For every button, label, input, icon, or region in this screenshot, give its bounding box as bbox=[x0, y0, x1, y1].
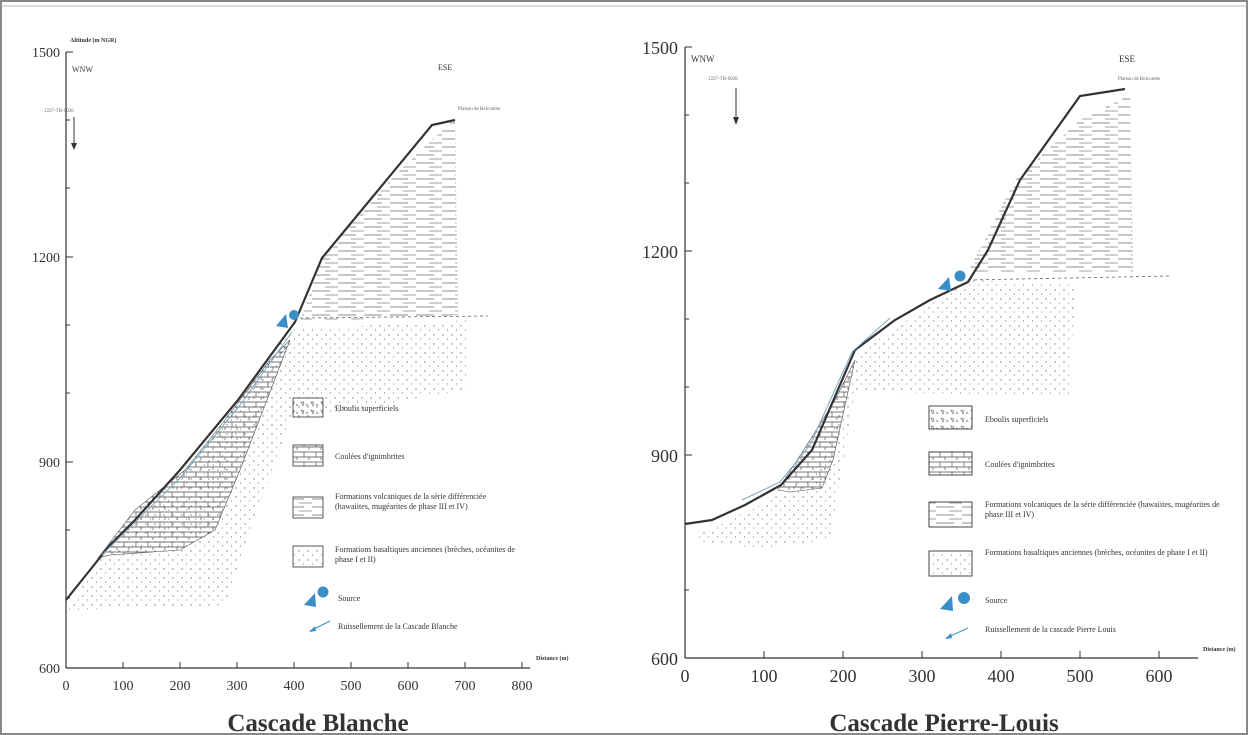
arrowhead-icon bbox=[71, 143, 77, 150]
legend-label-basaltiques: Formations basaltiques anciennes (brèche… bbox=[985, 548, 1208, 557]
y-ticks bbox=[66, 51, 73, 599]
arrowhead-icon bbox=[733, 117, 739, 125]
volcanic-formation-area bbox=[968, 95, 1133, 272]
legend-label-basaltiques: Formations basaltiques anciennes (brèche… bbox=[335, 545, 515, 564]
panel-title: Cascade Pierre-Louis bbox=[829, 710, 1059, 735]
legend-swatch-volcaniques bbox=[292, 496, 324, 519]
x-tick-label: 800 bbox=[512, 679, 533, 694]
x-tick-label: 500 bbox=[341, 679, 362, 694]
direction-ese: ESE bbox=[1119, 54, 1136, 64]
x-tick-label: 700 bbox=[455, 679, 476, 694]
legend-label-source: Source bbox=[985, 596, 1008, 605]
legend-swatch-basaltiques bbox=[928, 550, 973, 577]
x-tick-label: 400 bbox=[284, 679, 305, 694]
x-tick-label: 600 bbox=[1146, 666, 1173, 686]
legend-swatch-eboulis bbox=[928, 405, 973, 430]
legend-swatch-source-icon bbox=[304, 586, 329, 607]
legend-label-volcaniques-box: Formations volcaniques de la série diffé… bbox=[335, 492, 487, 511]
legend-swatch-volcaniques bbox=[928, 501, 973, 528]
x-tick-label: 0 bbox=[63, 679, 70, 694]
legend-label-coulees: Coulées d'ignimbrites bbox=[335, 452, 405, 461]
y-axis-title: Altitude (m NGR) bbox=[70, 37, 116, 44]
y-tick-label: 1200 bbox=[642, 242, 678, 262]
x-tick-label: 300 bbox=[227, 679, 248, 694]
source-marker-icon bbox=[276, 310, 299, 328]
legend-label-eboulis: Eboulis superficiels bbox=[985, 415, 1048, 424]
legend-swatch-coulees bbox=[928, 451, 973, 476]
x-ticks bbox=[65, 662, 523, 668]
legend-swatch-source-icon bbox=[940, 592, 970, 611]
legend-label-ruissellement: Ruissellement de la cascade Pierre Louis bbox=[985, 625, 1116, 634]
y-tick-label: 600 bbox=[651, 649, 678, 669]
volcanic-formation-area bbox=[300, 118, 458, 322]
panel-cascade-pierre-louis: 1500 1200 900 600 0 100 200 300 400 500 … bbox=[642, 38, 1236, 735]
basaltic-formation-area bbox=[685, 280, 1075, 548]
y-tick-label: 600 bbox=[39, 662, 60, 677]
direction-wnw: WNW bbox=[691, 54, 715, 64]
legend-label-volcaniques: Formations volcaniques de la série diffé… bbox=[985, 500, 1220, 519]
x-axis-title: Distance (m) bbox=[1203, 646, 1236, 653]
y-tick-label: 1500 bbox=[642, 38, 678, 58]
y-tick-label: 900 bbox=[39, 456, 60, 471]
runoff-line bbox=[741, 317, 891, 501]
runoff-line bbox=[101, 331, 293, 556]
y-tick-label: 900 bbox=[651, 446, 678, 466]
direction-ese: ESE bbox=[438, 63, 452, 72]
x-tick-label: 300 bbox=[909, 666, 936, 686]
legend-label-source: Source bbox=[338, 594, 361, 603]
x-tick-label: 200 bbox=[830, 666, 857, 686]
y-ticks bbox=[685, 46, 692, 591]
legend-swatch-coulees bbox=[292, 444, 324, 467]
legend: Eboulis superficiels Coulées d'ignimbrit… bbox=[928, 405, 1220, 639]
x-tick-label: 200 bbox=[170, 679, 191, 694]
x-tick-label: 400 bbox=[988, 666, 1015, 686]
legend-swatch-runoff-icon bbox=[945, 627, 969, 639]
x-ticks bbox=[684, 651, 1160, 658]
borehole-label: 1227-TR-0028 bbox=[708, 77, 738, 82]
direction-wnw: WNW bbox=[72, 65, 93, 74]
x-axis-title: Distance (m) bbox=[536, 655, 569, 662]
contact-line bbox=[299, 315, 489, 319]
legend-swatch-basaltiques bbox=[292, 545, 324, 568]
source-marker-icon bbox=[938, 270, 966, 291]
legend-label-ruissellement: Ruissellement de la Cascade Blanche bbox=[338, 622, 458, 631]
legend-swatch-runoff-icon bbox=[309, 620, 331, 632]
legend-label-volcaniques-box: Formations volcaniques de la série diffé… bbox=[985, 500, 1220, 519]
legend-label-volcaniques: Formations volcaniques de la série diffé… bbox=[335, 492, 487, 511]
plateau-label: Plateau de Belcombe bbox=[1118, 77, 1161, 82]
legend: Eboulis superficiels Coulées d'ignimbrit… bbox=[292, 397, 515, 632]
legend-label-basaltiques-box: Formations basaltiques anciennes (brèche… bbox=[985, 548, 1208, 557]
contact-line bbox=[967, 275, 1171, 281]
x-tick-label: 100 bbox=[751, 666, 778, 686]
x-tick-label: 0 bbox=[681, 666, 690, 686]
x-tick-label: 500 bbox=[1067, 666, 1094, 686]
plateau-label: Plateau de Belcombe bbox=[458, 107, 501, 112]
x-tick-label: 100 bbox=[113, 679, 134, 694]
legend-swatch-eboulis bbox=[292, 397, 324, 418]
terrain-profile-line bbox=[684, 87, 1126, 526]
panel-cascade-blanche: 1500 1200 900 600 0 100 200 300 400 500 … bbox=[32, 37, 569, 735]
legend-label-basaltiques-box: Formations basaltiques anciennes (brèche… bbox=[335, 545, 515, 564]
x-tick-label: 600 bbox=[398, 679, 419, 694]
legend-label-coulees: Coulées d'ignimbrites bbox=[985, 460, 1055, 469]
borehole-label: 1227-TR-0026 bbox=[44, 109, 74, 114]
y-tick-label: 1500 bbox=[32, 46, 60, 61]
panel-title: Cascade Blanche bbox=[227, 710, 408, 735]
y-tick-label: 1200 bbox=[32, 251, 60, 266]
legend-label-eboulis: Eboulis superficiels bbox=[335, 404, 398, 413]
